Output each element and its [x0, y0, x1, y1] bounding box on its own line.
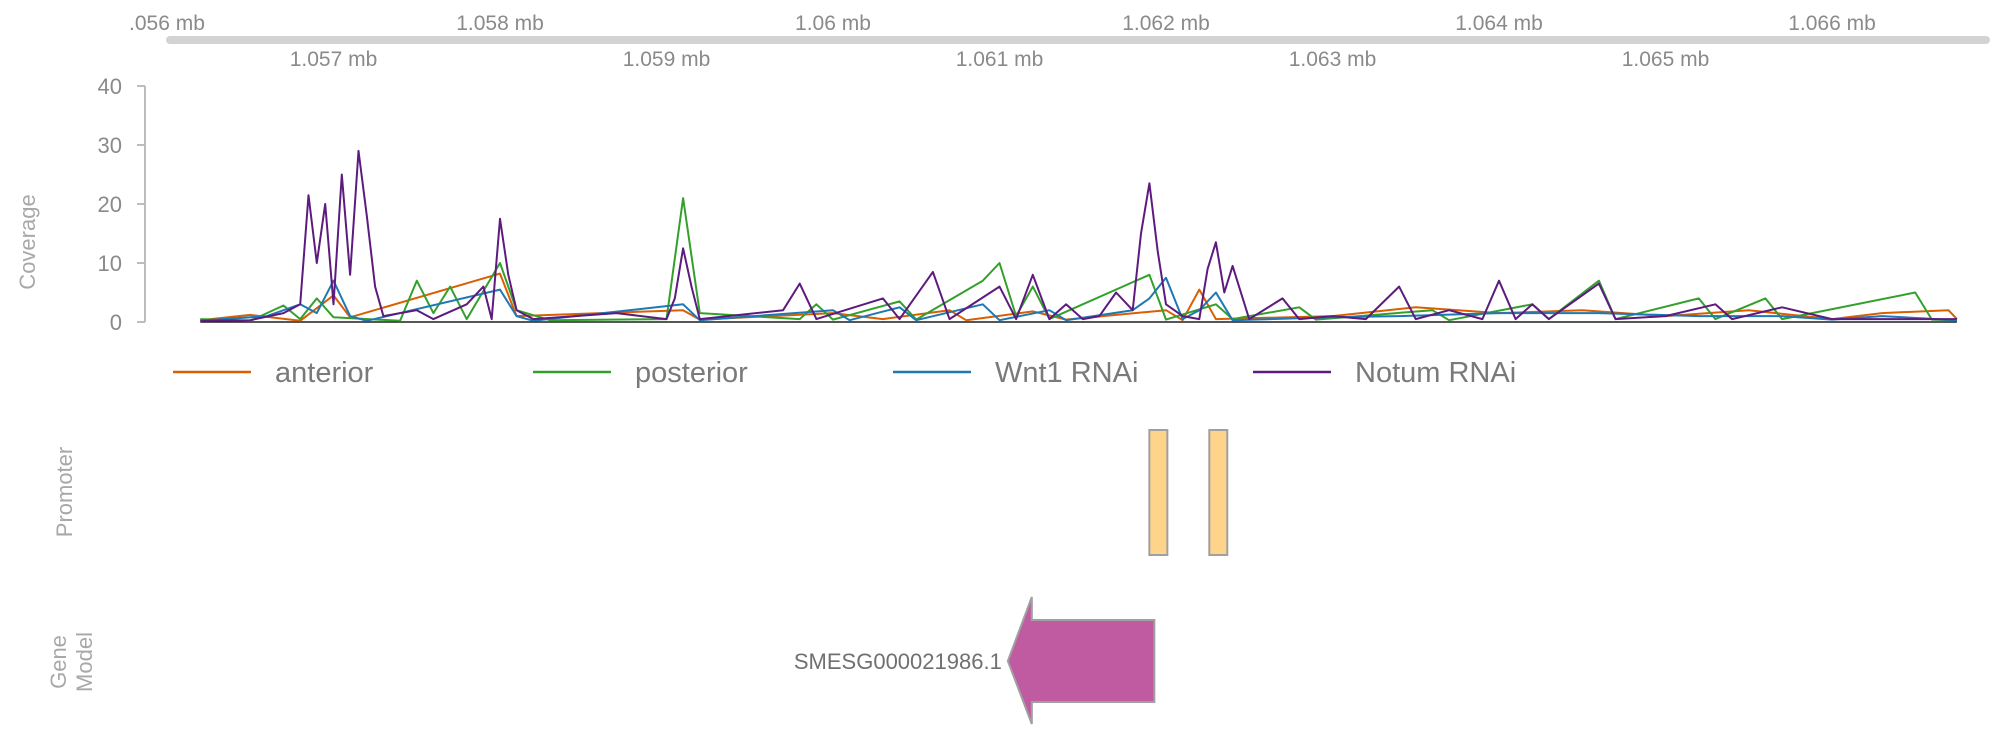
ruler-lower-tick-label: 1.059 mb	[623, 48, 711, 71]
coverage-y-tick-label: 10	[98, 251, 122, 276]
coverage-series-posterior	[200, 197, 1957, 322]
legend: anterior posterior Wnt1 RNAi Notum RNAi	[173, 357, 1516, 389]
gene-model-track-label: GeneModel	[46, 632, 97, 692]
ruler-lower-tick-label: 1.057 mb	[290, 48, 378, 71]
coverage-y-tick-label: 30	[98, 133, 122, 158]
genome-ruler: .056 mb 1.058 mb 1.06 mb 1.062 mb 1.064 mb 1.…	[129, 12, 1990, 71]
promoter-track-label: Promoter	[52, 447, 77, 537]
legend-label: Wnt1 RNAi	[995, 357, 1138, 389]
coverage-y-tick-label: 0	[110, 310, 122, 335]
coverage-y-tick-label: 20	[98, 192, 122, 217]
promoter-region	[1148, 429, 1169, 556]
coverage-y-ticks: 0 10 20 30 40	[98, 74, 145, 335]
ruler-upper-tick-label: 1.064 mb	[1455, 12, 1543, 35]
gene-model-track: GeneModel SMESG000021986.1	[46, 596, 1156, 725]
coverage-series-notum-rnai	[200, 149, 1957, 322]
coverage-axis-label: Coverage	[15, 194, 40, 289]
ruler-upper-tick-label: 1.06 mb	[795, 12, 871, 35]
gene-model-track-label-line: Model	[72, 632, 97, 692]
gene-model-label: SMESG000021986.1	[794, 649, 1002, 674]
gene-model-track-label-line: Gene	[46, 635, 71, 689]
gene-model-arrow	[1006, 596, 1156, 725]
coverage-lines	[200, 149, 1958, 323]
ruler-lower-tick-label: 1.063 mb	[1289, 48, 1377, 71]
gene-models: SMESG000021986.1	[794, 596, 1156, 725]
ruler-lower-ticks: 1.057 mb 1.059 mb 1.061 mb 1.063 mb 1.065 mb	[290, 48, 1710, 71]
ruler-lower-tick-label: 1.061 mb	[956, 48, 1044, 71]
coverage-track: Coverage 0 10 20 30 40	[15, 74, 1958, 335]
promoter-regions	[1148, 429, 1229, 556]
ruler-upper-tick-label: 1.066 mb	[1788, 12, 1876, 35]
ruler-lower-tick-label: 1.065 mb	[1622, 48, 1710, 71]
ruler-upper-tick-label: 1.058 mb	[456, 12, 544, 35]
ruler-upper-ticks: .056 mb 1.058 mb 1.06 mb 1.062 mb 1.064 mb 1.…	[129, 12, 1876, 35]
legend-label: Notum RNAi	[1355, 357, 1516, 389]
coverage-y-tick-label: 40	[98, 74, 122, 99]
coverage-series-wnt1-rnai	[200, 276, 1957, 322]
ruler-upper-tick-label: .056 mb	[129, 12, 205, 35]
legend-label: posterior	[635, 357, 748, 389]
promoter-track: Promoter	[52, 429, 1229, 556]
legend-label: anterior	[275, 357, 374, 389]
ruler-upper-tick-label: 1.062 mb	[1122, 12, 1210, 35]
promoter-region	[1208, 429, 1229, 556]
